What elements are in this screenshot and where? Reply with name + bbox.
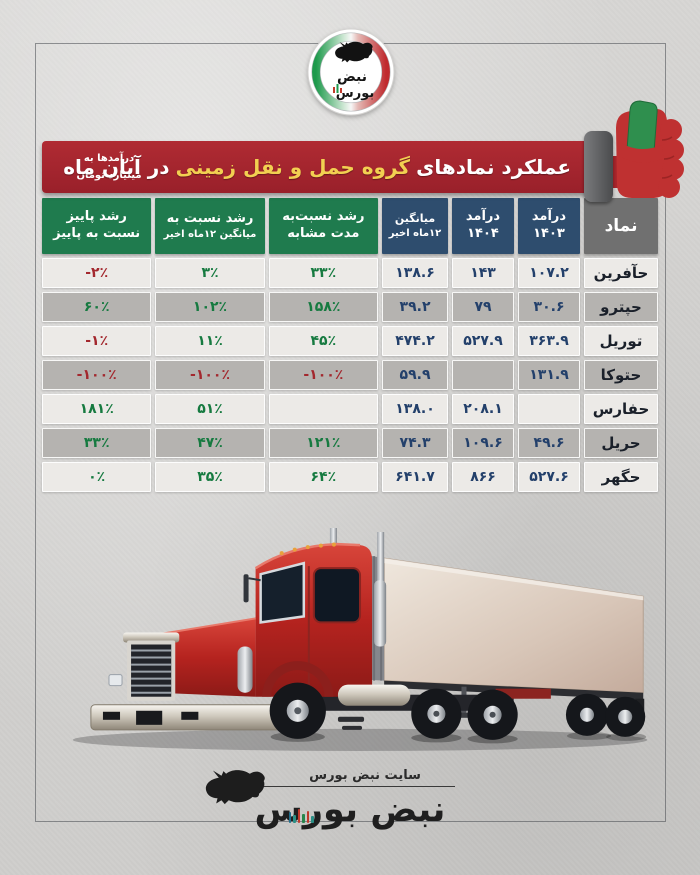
- growth-cell-g_similar: ۶۴٪: [268, 462, 378, 492]
- value-cell-rev1404: ۱۴۳: [452, 258, 514, 288]
- value-cell-avg12: ۷۴.۳: [382, 428, 448, 458]
- growth-cell-g_similar: ۴۵٪: [268, 326, 378, 356]
- column-header-symbol: نماد: [584, 198, 658, 254]
- growth-cell-g_fall: -۲٪: [42, 258, 152, 288]
- title-part-1: عملکرد نمادهای: [416, 155, 571, 179]
- unit-note: درآمدها به میلیارد تومان: [54, 150, 164, 184]
- truck-illustration: [72, 528, 648, 751]
- value-cell-rev1404: ۷۹: [452, 292, 514, 322]
- value-cell-rev1403: [518, 394, 580, 424]
- growth-cell-g_avg: ۴۷٪: [155, 428, 265, 458]
- value-cell-rev1404: ۵۲۷.۹: [452, 326, 514, 356]
- value-cell-rev1404: ۱۰۹.۶: [452, 428, 514, 458]
- column-header-rev1403: درآمد ۱۴۰۳: [518, 198, 580, 254]
- value-cell-rev1403: ۱۳۱.۹: [518, 360, 580, 390]
- title-part-2: گروه حمل و نقل زمینی: [175, 155, 411, 179]
- column-header-avg12: میانگین ۱۲ماه اخیر: [382, 198, 448, 254]
- growth-cell-g_similar: -۱۰۰٪: [268, 360, 378, 390]
- growth-cell-g_similar: ۱۵۸٪: [268, 292, 378, 322]
- growth-cell-g_similar: ۳۳٪: [268, 258, 378, 288]
- growth-cell-g_fall: ۰٪: [42, 462, 152, 492]
- symbol-cell: حفارس: [584, 394, 658, 424]
- unit-note-line1: درآمدها به: [83, 153, 135, 164]
- badge-text-line2: بورس: [336, 86, 374, 101]
- badge-text-line1: نبض: [337, 69, 367, 85]
- bull-icon: [205, 770, 265, 805]
- growth-cell-g_fall: ۶۰٪: [42, 292, 152, 322]
- column-header-rev1404: درآمد ۱۴۰۴: [452, 198, 514, 254]
- growth-cell-g_avg: ۱۱٪: [155, 326, 265, 356]
- footer-logo: نبض بورس: [205, 770, 447, 830]
- column-header-g_fall: رشد پاییز نسبت به پاییز: [42, 198, 152, 254]
- value-cell-rev1404: ۸۶۶: [452, 462, 514, 492]
- growth-cell-g_similar: [268, 394, 378, 424]
- value-cell-avg12: ۶۴۱.۷: [382, 462, 448, 492]
- page-title: عملکرد نمادهای گروه حمل و نقل زمینی در آ…: [60, 141, 574, 193]
- growth-cell-g_avg: ۱۰۲٪: [155, 292, 265, 322]
- footer-logo-text: نبض بورس: [254, 790, 447, 830]
- value-cell-rev1403: ۳۶۳.۹: [518, 326, 580, 356]
- value-cell-avg12: ۵۹.۹: [382, 360, 448, 390]
- symbol-cell: حتوکا: [584, 360, 658, 390]
- badge-pulse-icon: [333, 84, 342, 93]
- title-banner: درآمدها به میلیارد تومان عملکرد نمادهای …: [42, 141, 588, 193]
- growth-cell-g_fall: ۱۸۱٪: [42, 394, 152, 424]
- growth-cell-g_similar: ۱۲۱٪: [268, 428, 378, 458]
- growth-cell-g_fall: ۳۳٪: [42, 428, 152, 458]
- symbol-cell: توریل: [584, 326, 658, 356]
- bull-icon: [335, 41, 373, 63]
- value-cell-rev1403: ۳۰.۶: [518, 292, 580, 322]
- site-label: سایت نبض بورس: [245, 768, 455, 787]
- value-cell-rev1403: ۴۹.۶: [518, 428, 580, 458]
- value-cell-avg12: ۴۷۴.۲: [382, 326, 448, 356]
- growth-cell-g_avg: ۳۵٪: [155, 462, 265, 492]
- symbol-cell: حآفرین: [584, 258, 658, 288]
- symbol-cell: حریل: [584, 428, 658, 458]
- value-cell-avg12: ۱۳۸.۰: [382, 394, 448, 424]
- column-header-g_avg: رشد نسبت به میانگین ۱۲ماه اخیر: [155, 198, 265, 254]
- value-cell-rev1403: ۱۰۷.۲: [518, 258, 580, 288]
- value-cell-rev1404: ۲۰۸.۱: [452, 394, 514, 424]
- footer-brand: سایت نبض بورس نبض بورس: [0, 768, 700, 830]
- value-cell-rev1404: [452, 360, 514, 390]
- pulse-bars-icon: [288, 809, 314, 823]
- column-header-g_similar: رشد نسبت‌به مدت مشابه: [268, 198, 378, 254]
- growth-cell-g_avg: -۱۰۰٪: [155, 360, 265, 390]
- symbol-cell: حگهر: [584, 462, 658, 492]
- value-cell-rev1403: ۵۲۷.۶: [518, 462, 580, 492]
- unit-note-line2: میلیارد تومان: [76, 170, 142, 181]
- binder-clip: [584, 131, 613, 202]
- growth-cell-g_avg: ۵۱٪: [155, 394, 265, 424]
- title-part-3: در آبان ماه: [63, 155, 170, 179]
- growth-cell-g_fall: -۱٪: [42, 326, 152, 356]
- value-cell-avg12: ۳۹.۲: [382, 292, 448, 322]
- brand-badge: نبض بورس: [307, 28, 395, 116]
- symbol-cell: حپترو: [584, 292, 658, 322]
- performance-table: نماد درآمد ۱۴۰۳ درآمد ۱۴۰۴ میانگین ۱۲ماه اخیر ر…: [42, 198, 658, 492]
- growth-cell-g_fall: -۱۰۰٪: [42, 360, 152, 390]
- value-cell-avg12: ۱۳۸.۶: [382, 258, 448, 288]
- growth-cell-g_avg: ۳٪: [155, 258, 265, 288]
- green-banknote-icon: [626, 100, 658, 153]
